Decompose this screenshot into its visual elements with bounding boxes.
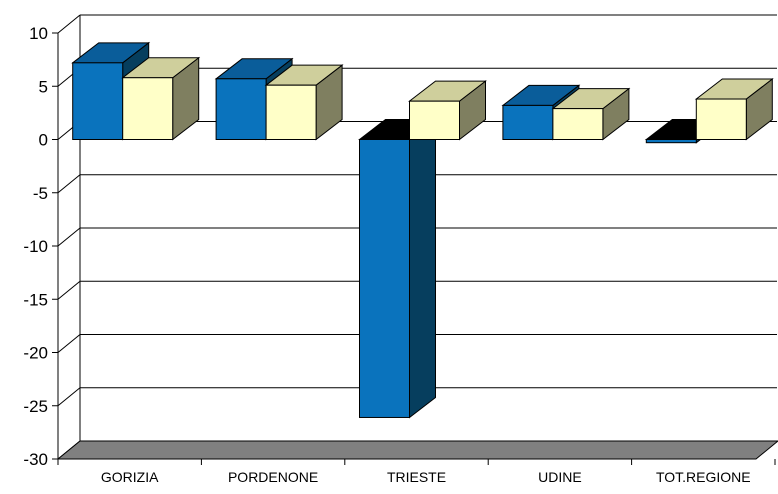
category-label: UDINE [538,469,582,485]
floor-plane [56,440,778,460]
category-label: PORDENONE [228,469,318,485]
bar-front [552,108,604,140]
bar-front [265,84,317,140]
gridline-depth [57,334,81,353]
y-tick-label: -15 [23,290,48,309]
y-tick-label: -10 [23,237,48,256]
gridline-depth [57,280,81,300]
bar-front [409,100,460,141]
bar-front [215,78,267,140]
x-category-labels: GORIZIA PORDENONE TRIESTE UDINE TOT.REGIONE [101,469,751,485]
y-tick-label: 5 [39,77,48,96]
bar-front [359,139,410,418]
bar-side [409,118,436,419]
gridline-depth [57,14,81,34]
category-label: TRIESTE [387,469,446,485]
category-label: TOT.REGIONE [656,469,751,485]
bar [264,64,344,141]
y-tick-label: -25 [23,397,48,416]
gridline-depth [57,387,81,407]
category-label: GORIZIA [101,469,159,485]
bar-front [72,62,124,140]
bar [358,118,437,419]
y-tick-labels: 10 5 0 -5 -10 -15 -20 -25 -30 [23,24,48,469]
bar-front [695,98,747,140]
axes [52,15,776,465]
chart-floor [56,440,778,460]
bar-front [645,139,697,144]
bars [71,41,774,419]
bar [694,78,774,141]
bar [121,56,201,141]
gridline-depth [57,227,81,247]
bar [408,80,487,141]
y-tick-label: -20 [23,344,48,363]
y-tick-label: -5 [33,184,48,203]
bar [551,87,631,141]
bar-front [122,77,174,141]
y-tick-label: 0 [39,131,48,150]
gridline-depth [57,174,81,194]
y-tick-label: -30 [23,450,48,469]
y-tick-label: 10 [29,24,48,43]
bar-front [502,104,554,140]
